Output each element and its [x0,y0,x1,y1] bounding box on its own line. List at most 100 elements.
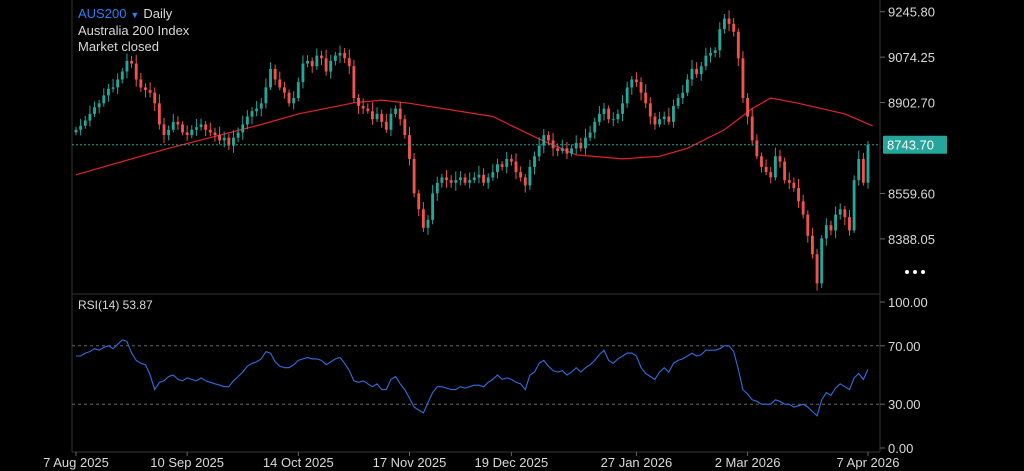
candle-body [134,63,138,80]
candle-body [681,92,685,98]
price-tick-label: 9245.80 [888,5,935,20]
candle-body [398,108,402,120]
candle-body [658,119,662,125]
price-tick-label: 8388.05 [888,232,935,247]
interval-label[interactable]: Daily [143,6,173,21]
candle-body [616,113,620,120]
candle-body [222,137,226,141]
candle-body [394,108,398,114]
candle-body [421,209,425,228]
candle-body [797,188,800,202]
candle-body [611,119,615,121]
symbol-name[interactable]: AUS200 [78,6,127,21]
candle-body [584,137,587,149]
candle-body [463,177,467,183]
candle-body [320,55,323,59]
candle-body [824,225,828,239]
candle-body [241,124,245,133]
candle-body [820,238,824,284]
candle-body [755,140,759,157]
candle-body [570,148,574,154]
candle-body [718,29,722,51]
rsi-axis[interactable]: 100.00 70.00 30.00 0.00 [880,295,928,456]
candle-body [259,103,263,109]
grid [71,0,881,453]
candle-body [269,68,272,88]
candle-body [727,18,731,24]
candle-body [282,87,286,93]
market-status: Market closed [78,39,159,54]
candle-body [157,103,161,125]
candle-body [315,55,319,67]
candle-body [125,60,129,72]
candle-body [102,95,106,104]
candle-body [834,214,838,231]
candle-body [106,88,110,96]
candle-body [361,105,365,109]
chevron-down-icon[interactable]: ▼ [130,10,140,20]
candle-body [523,177,527,186]
candle-body [625,87,629,104]
candle-body [843,209,847,218]
candle-body [764,166,768,173]
candle-body [227,137,231,146]
candle-body [273,68,277,80]
current-price-badge [883,135,947,154]
candle-body [672,105,675,122]
candle-body [306,60,310,64]
candle-body [537,145,541,157]
candle-body [806,214,810,236]
more-options-icon[interactable] [902,266,928,278]
candle-body [760,156,763,167]
candle-body [500,164,504,167]
rsi-tick-label: 0.00 [888,441,913,456]
symbol-header: AUS200 ▼ Daily [78,6,172,23]
current-price-label: 8743.70 [887,138,934,153]
candle-body [403,119,407,136]
price-axis[interactable]: 9245.80 9074.25 8902.70 8559.60 8388.05 [880,5,935,247]
symbol-description: Australia 200 Index [78,23,190,38]
candle-body [338,52,342,56]
candle-body [630,79,634,88]
candlestick-series [74,10,870,291]
time-tick-label: 7 Apr 2026 [837,455,900,470]
candle-body [546,135,550,141]
candle-body [653,116,657,125]
candle-body [449,180,453,183]
candle-body [199,124,203,128]
candle-body [769,172,773,178]
candle-body [787,180,791,183]
candle-body [801,201,805,215]
candle-body [88,113,92,121]
candle-body [713,50,717,53]
candle-body [375,113,379,120]
candle-body [533,156,536,167]
candle-body [852,180,856,231]
candle-body [79,125,83,130]
candle-body [644,92,648,104]
candle-body [773,156,777,178]
candle-body [783,161,787,181]
candle-body [699,66,703,75]
candle-body [542,135,546,146]
candle-body [97,103,101,108]
candle-body [857,158,861,181]
candle-body [477,174,481,178]
candle-body [514,161,518,173]
candle-body [676,98,680,106]
candle-body [667,116,671,122]
candle-body [838,209,842,215]
moving-average-path [75,97,873,176]
candle-body [597,113,601,122]
candle-body [519,172,523,178]
candle-body [194,127,198,130]
price-tick-label: 8902.70 [888,96,935,111]
time-axis[interactable]: 7 Aug 2025 10 Sep 2025 14 Oct 2025 17 Nov 2… [43,452,899,470]
price-tick-label: 8559.60 [888,186,935,201]
candle-body [829,225,833,231]
candle-body [144,87,147,91]
candle-body [120,71,124,80]
candle-body [588,132,592,138]
candle-body [560,148,564,151]
